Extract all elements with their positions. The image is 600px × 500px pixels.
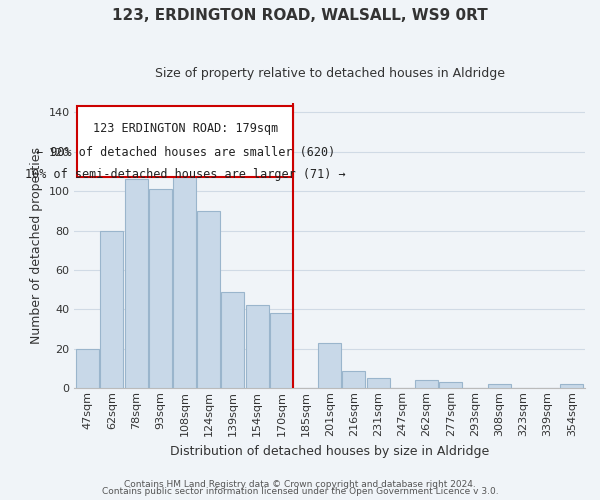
X-axis label: Distribution of detached houses by size in Aldridge: Distribution of detached houses by size … [170, 444, 490, 458]
Text: 123 ERDINGTON ROAD: 179sqm: 123 ERDINGTON ROAD: 179sqm [92, 122, 278, 135]
Bar [488, 384, 511, 388]
Bar [197, 211, 220, 388]
Bar [173, 166, 196, 388]
Text: Contains public sector information licensed under the Open Government Licence v : Contains public sector information licen… [101, 487, 499, 496]
Bar [270, 314, 293, 388]
Bar [318, 343, 341, 388]
Text: Contains HM Land Registry data © Crown copyright and database right 2024.: Contains HM Land Registry data © Crown c… [124, 480, 476, 489]
Bar [245, 306, 269, 388]
Text: 10% of semi-detached houses are larger (71) →: 10% of semi-detached houses are larger (… [25, 168, 346, 180]
Bar [221, 292, 244, 388]
Bar [100, 230, 124, 388]
Title: Size of property relative to detached houses in Aldridge: Size of property relative to detached ho… [155, 68, 505, 80]
Bar [439, 382, 462, 388]
Bar [415, 380, 438, 388]
Bar [560, 384, 583, 388]
Bar [77, 106, 293, 178]
Text: ← 90% of detached houses are smaller (620): ← 90% of detached houses are smaller (62… [35, 146, 335, 159]
Bar [367, 378, 389, 388]
Bar [343, 370, 365, 388]
Y-axis label: Number of detached properties: Number of detached properties [30, 147, 43, 344]
Bar [125, 180, 148, 388]
Text: 123, ERDINGTON ROAD, WALSALL, WS9 0RT: 123, ERDINGTON ROAD, WALSALL, WS9 0RT [112, 8, 488, 22]
Bar [76, 349, 99, 389]
Bar [149, 189, 172, 388]
